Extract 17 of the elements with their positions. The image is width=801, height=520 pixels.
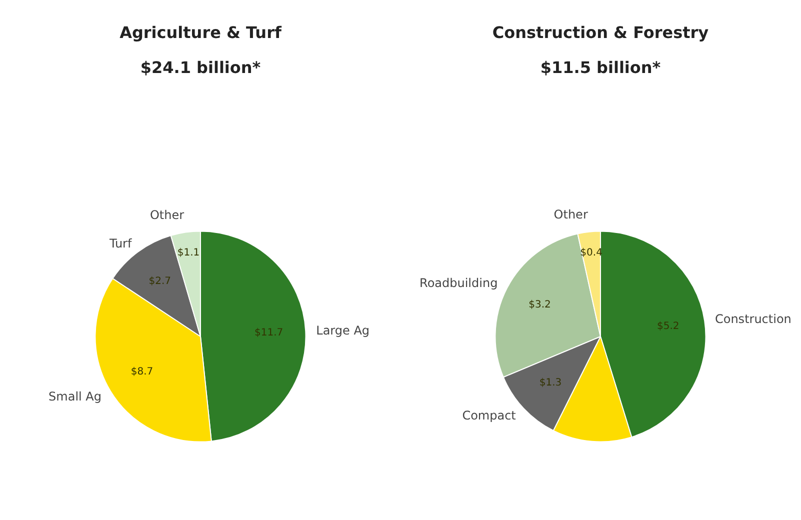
slice-label: Other bbox=[554, 207, 588, 222]
data-label: $11.7 bbox=[254, 327, 284, 338]
data-label: $8.7 bbox=[130, 366, 154, 378]
chart-title: Construction & Forestry $11.5 billion* bbox=[492, 23, 710, 78]
data-label: $2.7 bbox=[148, 276, 171, 287]
slice-label: Roadbuilding bbox=[420, 276, 498, 290]
slice-label: Large Ag bbox=[316, 323, 370, 338]
slice-label: Turf bbox=[108, 236, 132, 250]
slice-label: Other bbox=[150, 208, 184, 222]
data-label: $3.2 bbox=[528, 300, 551, 311]
slice-label: Construction bbox=[714, 312, 792, 326]
data-label: $1.3 bbox=[539, 378, 562, 389]
slice-label: Compact bbox=[462, 408, 516, 423]
chart-title: Agriculture & Turf $24.1 billion* bbox=[120, 23, 282, 78]
data-label: $5.2 bbox=[657, 320, 680, 332]
data-label: $1.1 bbox=[177, 248, 200, 259]
slice-label: Small Ag bbox=[48, 390, 102, 404]
